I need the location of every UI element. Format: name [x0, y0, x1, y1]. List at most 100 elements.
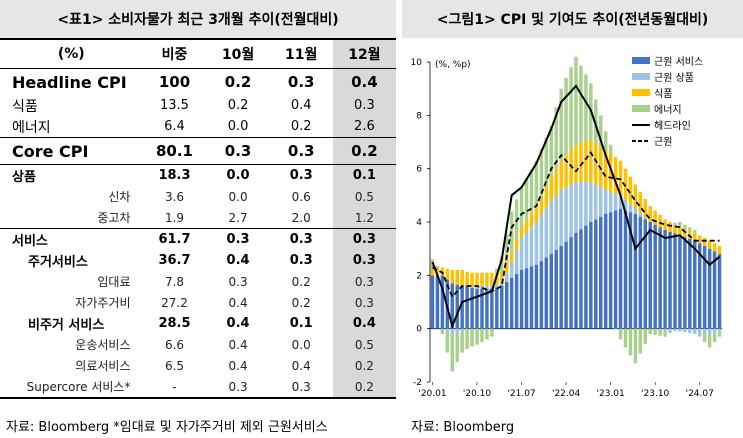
- core-services-bar: [554, 250, 558, 329]
- core-services-bar: [460, 286, 464, 329]
- core-goods-bar: [504, 272, 509, 282]
- table-row: 자가주거비 27.2 0.4 0.2 0.3: [0, 292, 396, 313]
- food-bar: [589, 139, 593, 182]
- energy-bar: [702, 334, 707, 342]
- energy-bar: [450, 334, 455, 372]
- energy-bar: [470, 328, 474, 347]
- core-services-bar: [564, 241, 568, 329]
- core-goods-bar: [603, 190, 608, 214]
- core-services-bar: [574, 232, 578, 329]
- energy-bar: [554, 107, 558, 169]
- core-services-bar: [668, 231, 672, 329]
- food-bar: [440, 267, 445, 276]
- core-services-bar: [613, 210, 618, 329]
- core-goods-bar: [658, 328, 662, 331]
- core-goods-bar: [668, 328, 672, 332]
- oct-cell: 0.0: [227, 119, 249, 134]
- table-row: Core CPI 80.1 0.3 0.3 0.2: [0, 137, 396, 165]
- dec-cell: 0.4: [332, 68, 396, 95]
- food-bar: [534, 206, 539, 222]
- core-goods-bar: [554, 195, 558, 250]
- energy-bar: [628, 328, 633, 356]
- core-goods-bar: [490, 286, 494, 289]
- energy-bar: [697, 334, 702, 337]
- food-bar: [693, 232, 697, 241]
- core-goods-bar: [653, 328, 657, 330]
- energy-bar: [544, 137, 549, 187]
- core-services-bar: [559, 246, 563, 329]
- legend-label: 근원: [654, 136, 672, 148]
- table-row: 중고차 1.9 2.7 2.0 1.2: [0, 207, 396, 229]
- oct-cell: 0.3: [228, 274, 248, 289]
- dec-cell: 0.4: [332, 313, 396, 334]
- row-label: 자가주거비: [75, 296, 131, 310]
- core-goods-bar: [485, 286, 489, 289]
- oct-cell: 0.0: [228, 189, 248, 204]
- chart-title: <그림1> CPI 및 기여도 추이(전년동월대비): [402, 0, 743, 38]
- chart-source: 자료: Bloomberg: [411, 420, 515, 435]
- energy-bar: [539, 149, 544, 197]
- energy-bar: [455, 332, 459, 362]
- core-goods-bar: [633, 208, 638, 214]
- dec-cell: 0.3: [332, 228, 396, 250]
- nov-cell: 0.2: [291, 274, 311, 289]
- core-services-bar: [490, 288, 494, 329]
- headline-line: [431, 84, 721, 330]
- energy-bar: [663, 331, 667, 337]
- food-bar: [509, 251, 514, 262]
- food-bar: [529, 213, 534, 228]
- panel-divider: [397, 0, 401, 438]
- energy-bar: [529, 169, 534, 214]
- weight-cell: 13.5: [160, 98, 189, 113]
- oct-cell: 2.7: [228, 210, 248, 225]
- dec-cell: 0.2: [332, 376, 396, 399]
- energy-bar: [643, 328, 648, 344]
- core-goods-bar: [509, 262, 514, 278]
- core-services-bar: [450, 283, 455, 329]
- core-services-bar: [524, 268, 529, 329]
- core-goods-bar: [569, 184, 573, 238]
- row-label: 식품: [12, 98, 38, 115]
- food-bar: [697, 235, 702, 244]
- table-row: 서비스 61.7 0.3 0.3 0.3: [0, 228, 396, 250]
- energy-bar: [579, 65, 583, 143]
- core-goods-bar: [495, 284, 499, 288]
- core-services-bar: [702, 246, 707, 329]
- core-goods-bar: [683, 328, 687, 333]
- energy-bar: [707, 334, 712, 348]
- core-services-bar: [569, 237, 573, 329]
- y-tick-label: 2: [416, 271, 422, 281]
- core-services-bar: [519, 270, 524, 329]
- core-services-bar: [534, 264, 539, 329]
- core-services-bar: [618, 208, 623, 329]
- y-tick-label: 10: [411, 58, 423, 68]
- y-tick-label: 8: [416, 111, 422, 121]
- core-goods-bar: [549, 200, 553, 254]
- energy-bar: [584, 74, 588, 142]
- core-services-bar: [623, 210, 628, 329]
- energy-bar: [717, 331, 722, 337]
- dec-cell: 0.2: [332, 137, 396, 165]
- table-source: 자료: Bloomberg *임대료 및 자가주거비 제외 근원서비스: [6, 420, 328, 435]
- core-goods-bar: [608, 191, 613, 213]
- cpi-table: (%) 비중 10월 11월 12월 Headline CPI 100 0.2 0.3…: [0, 38, 396, 399]
- dec-cell: 0.3: [332, 292, 396, 313]
- core-goods-bar: [465, 328, 469, 330]
- core-goods-bar: [702, 328, 707, 334]
- core-services-bar: [549, 254, 553, 329]
- energy-bar: [673, 222, 677, 225]
- food-bar: [564, 155, 568, 188]
- energy-bar: [480, 328, 484, 342]
- energy-bar: [460, 331, 464, 353]
- core-services-bar: [500, 286, 504, 329]
- core-services-bar: [707, 248, 712, 329]
- energy-bar: [569, 67, 573, 150]
- food-bar: [475, 272, 479, 286]
- oct-cell: 0.3: [206, 137, 270, 165]
- table-row: Supercore 서비스* -0.3 0.3 0.2: [0, 376, 396, 399]
- food-bar: [579, 142, 583, 182]
- core-goods-bar: [594, 184, 598, 220]
- row-label: 서비스: [0, 228, 143, 250]
- oct-cell: 0.4: [228, 358, 248, 373]
- core-goods-bar: [470, 286, 474, 288]
